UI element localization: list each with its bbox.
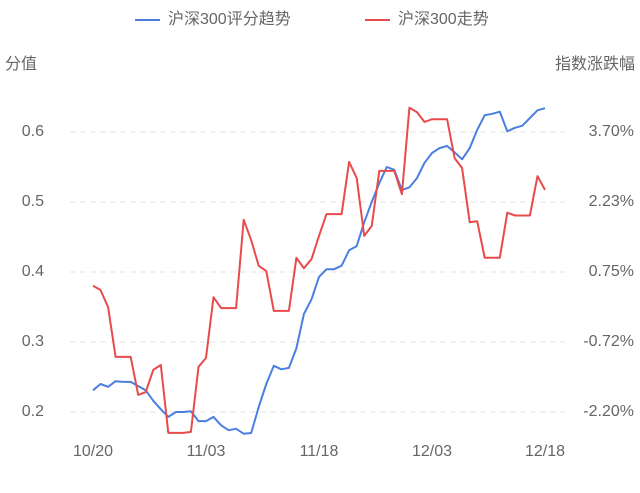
x-tick-label: 11/03 — [187, 443, 226, 460]
y-tick-label: 0.5 — [22, 193, 44, 210]
y2-tick-label: 2.23% — [589, 193, 634, 210]
y2-tick-label: -0.72% — [583, 333, 634, 350]
x-tick-label: 10/20 — [73, 443, 113, 460]
legend-label: 沪深300走势 — [398, 10, 489, 28]
series-line — [92, 106, 546, 434]
y2-tick-label: 0.75% — [589, 263, 634, 280]
y2-tick-label: 3.70% — [589, 123, 634, 140]
y-axis-title: 分值 — [5, 55, 37, 73]
x-tick-label: 11/18 — [300, 443, 339, 460]
y2-axis-title: 指数涨跌幅 — [555, 55, 635, 73]
legend-label: 沪深300评分趋势 — [168, 10, 291, 28]
x-tick-label: 12/03 — [412, 443, 452, 460]
y-tick-label: 0.3 — [22, 333, 44, 350]
y2-tick-label: -2.20% — [583, 403, 634, 420]
series-line — [92, 107, 546, 435]
x-tick-label: 12/18 — [525, 443, 565, 460]
y-tick-label: 0.2 — [22, 403, 44, 420]
y-tick-label: 0.4 — [22, 263, 44, 280]
y-tick-label: 0.6 — [22, 123, 44, 140]
